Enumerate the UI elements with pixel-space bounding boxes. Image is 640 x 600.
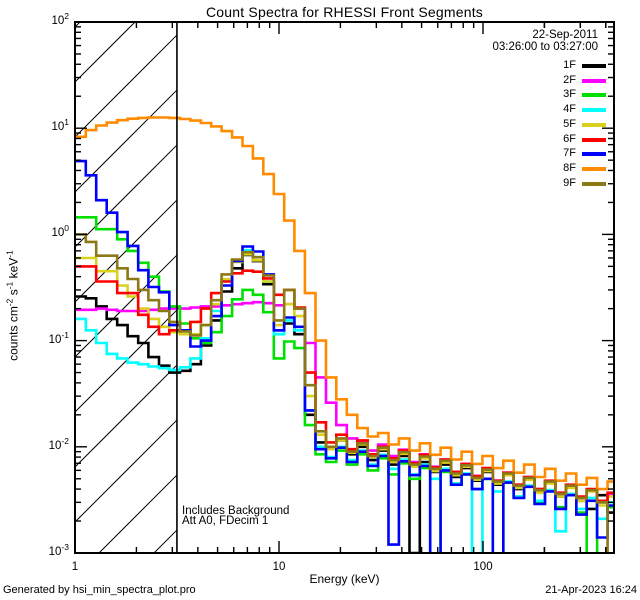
legend-item-5F: 5F [0, 118, 640, 132]
y-tick-label: 10-3 [48, 542, 69, 559]
hatch-line [75, 22, 136, 83]
legend-item-9F: 9F [0, 177, 640, 191]
y-tick-base: 10 [51, 227, 65, 240]
hatch-line [75, 34, 178, 138]
chart-title: Count Spectra for RHESSI Front Segments [205, 4, 484, 20]
hatch-line [75, 364, 178, 468]
y-tick-base: 10 [51, 121, 65, 134]
legend-swatch [582, 64, 606, 68]
legend-item-7F: 7F [0, 147, 640, 161]
render-timestamp: 21-Apr-2023 16:24 [545, 584, 637, 596]
legend-item-2F: 2F [0, 74, 640, 88]
hatch-line [153, 529, 178, 553]
legend-swatch [582, 137, 606, 142]
legend-swatch [582, 152, 606, 157]
y-tick-base: 10 [51, 15, 65, 27]
x-tick-label: 10 [272, 561, 286, 573]
annotation-includes-background: Includes Background [182, 505, 290, 517]
legend-item-4F: 4F [0, 103, 640, 117]
y-tick-exponent: 2 [64, 11, 69, 21]
hatch-line [98, 474, 178, 553]
y-tick-label: 100 [51, 223, 69, 240]
x-tick-label: 100 [473, 561, 493, 573]
legend-label: 9F [563, 176, 576, 189]
legend-label: 3F [563, 88, 576, 101]
legend-label: 2F [563, 73, 576, 86]
series-line-9F [75, 233, 614, 553]
y-axis-unit-exponent: -2 [4, 298, 15, 307]
legend-item-8F: 8F [0, 162, 640, 176]
y-tick-label: 101 [51, 117, 69, 134]
hatch-line [75, 144, 178, 248]
legend-swatch [582, 78, 606, 83]
y-axis-unit-text: keV [6, 257, 21, 282]
y-tick-label: 102 [51, 11, 69, 28]
y-tick-exponent: -1 [61, 329, 69, 340]
series-line-7F [75, 159, 614, 553]
legend-swatch [582, 166, 606, 171]
y-axis-unit-exponent: -1 [4, 281, 15, 290]
y-axis-unit-text: counts cm [6, 306, 21, 361]
hatch-line [75, 254, 178, 358]
annotation-attenuator-state: Att A0, FDecim 1 [182, 515, 269, 527]
legend-label: 4F [563, 103, 576, 116]
legend-swatch [582, 181, 606, 186]
series-line-3F [75, 216, 614, 553]
y-tick-exponent: -3 [61, 542, 69, 552]
legend-swatch [582, 93, 606, 98]
legend-swatch [582, 108, 606, 113]
series-line-5F [75, 253, 614, 507]
hatch-line [75, 199, 178, 303]
y-axis-label: counts cm-2 s-1 keV-1 [4, 206, 22, 406]
y-tick-exponent: -2 [61, 435, 69, 446]
plot-area [75, 22, 614, 553]
legend-item-3F: 3F [0, 88, 640, 102]
y-axis-unit-text: s [6, 289, 21, 299]
y-tick-exponent: 0 [64, 223, 69, 234]
y-axis-unit-exponent: -1 [4, 250, 15, 258]
x-axis-label: Energy (keV) [309, 572, 380, 586]
y-tick-base: 10 [48, 439, 62, 452]
generator-credit: Generated by hsi_min_spectra_plot.pro [3, 584, 196, 596]
y-tick-base: 10 [48, 546, 62, 558]
legend-item-6F: 6F [0, 133, 640, 147]
series-line-8F [75, 116, 614, 491]
legend-label: 6F [563, 132, 576, 145]
y-tick-label: 10-1 [48, 329, 69, 347]
legend-label: 1F [563, 59, 576, 71]
legend-swatch [582, 122, 606, 127]
y-tick-exponent: 1 [64, 117, 69, 128]
y-tick-base: 10 [48, 333, 62, 346]
legend-label: 8F [563, 161, 576, 174]
x-tick-label: 1 [71, 561, 79, 573]
legend-item-1F: 1F [0, 59, 640, 73]
observation-time-range: 03:26:00 to 03:27:00 [492, 41, 598, 53]
legend-label: 7F [563, 147, 576, 160]
observation-date: 22-Sep-2011 [532, 29, 598, 41]
plot-frame [74, 21, 615, 554]
legend-label: 5F [563, 117, 576, 130]
hatch-line [75, 419, 178, 523]
y-tick-label: 10-2 [48, 435, 69, 453]
